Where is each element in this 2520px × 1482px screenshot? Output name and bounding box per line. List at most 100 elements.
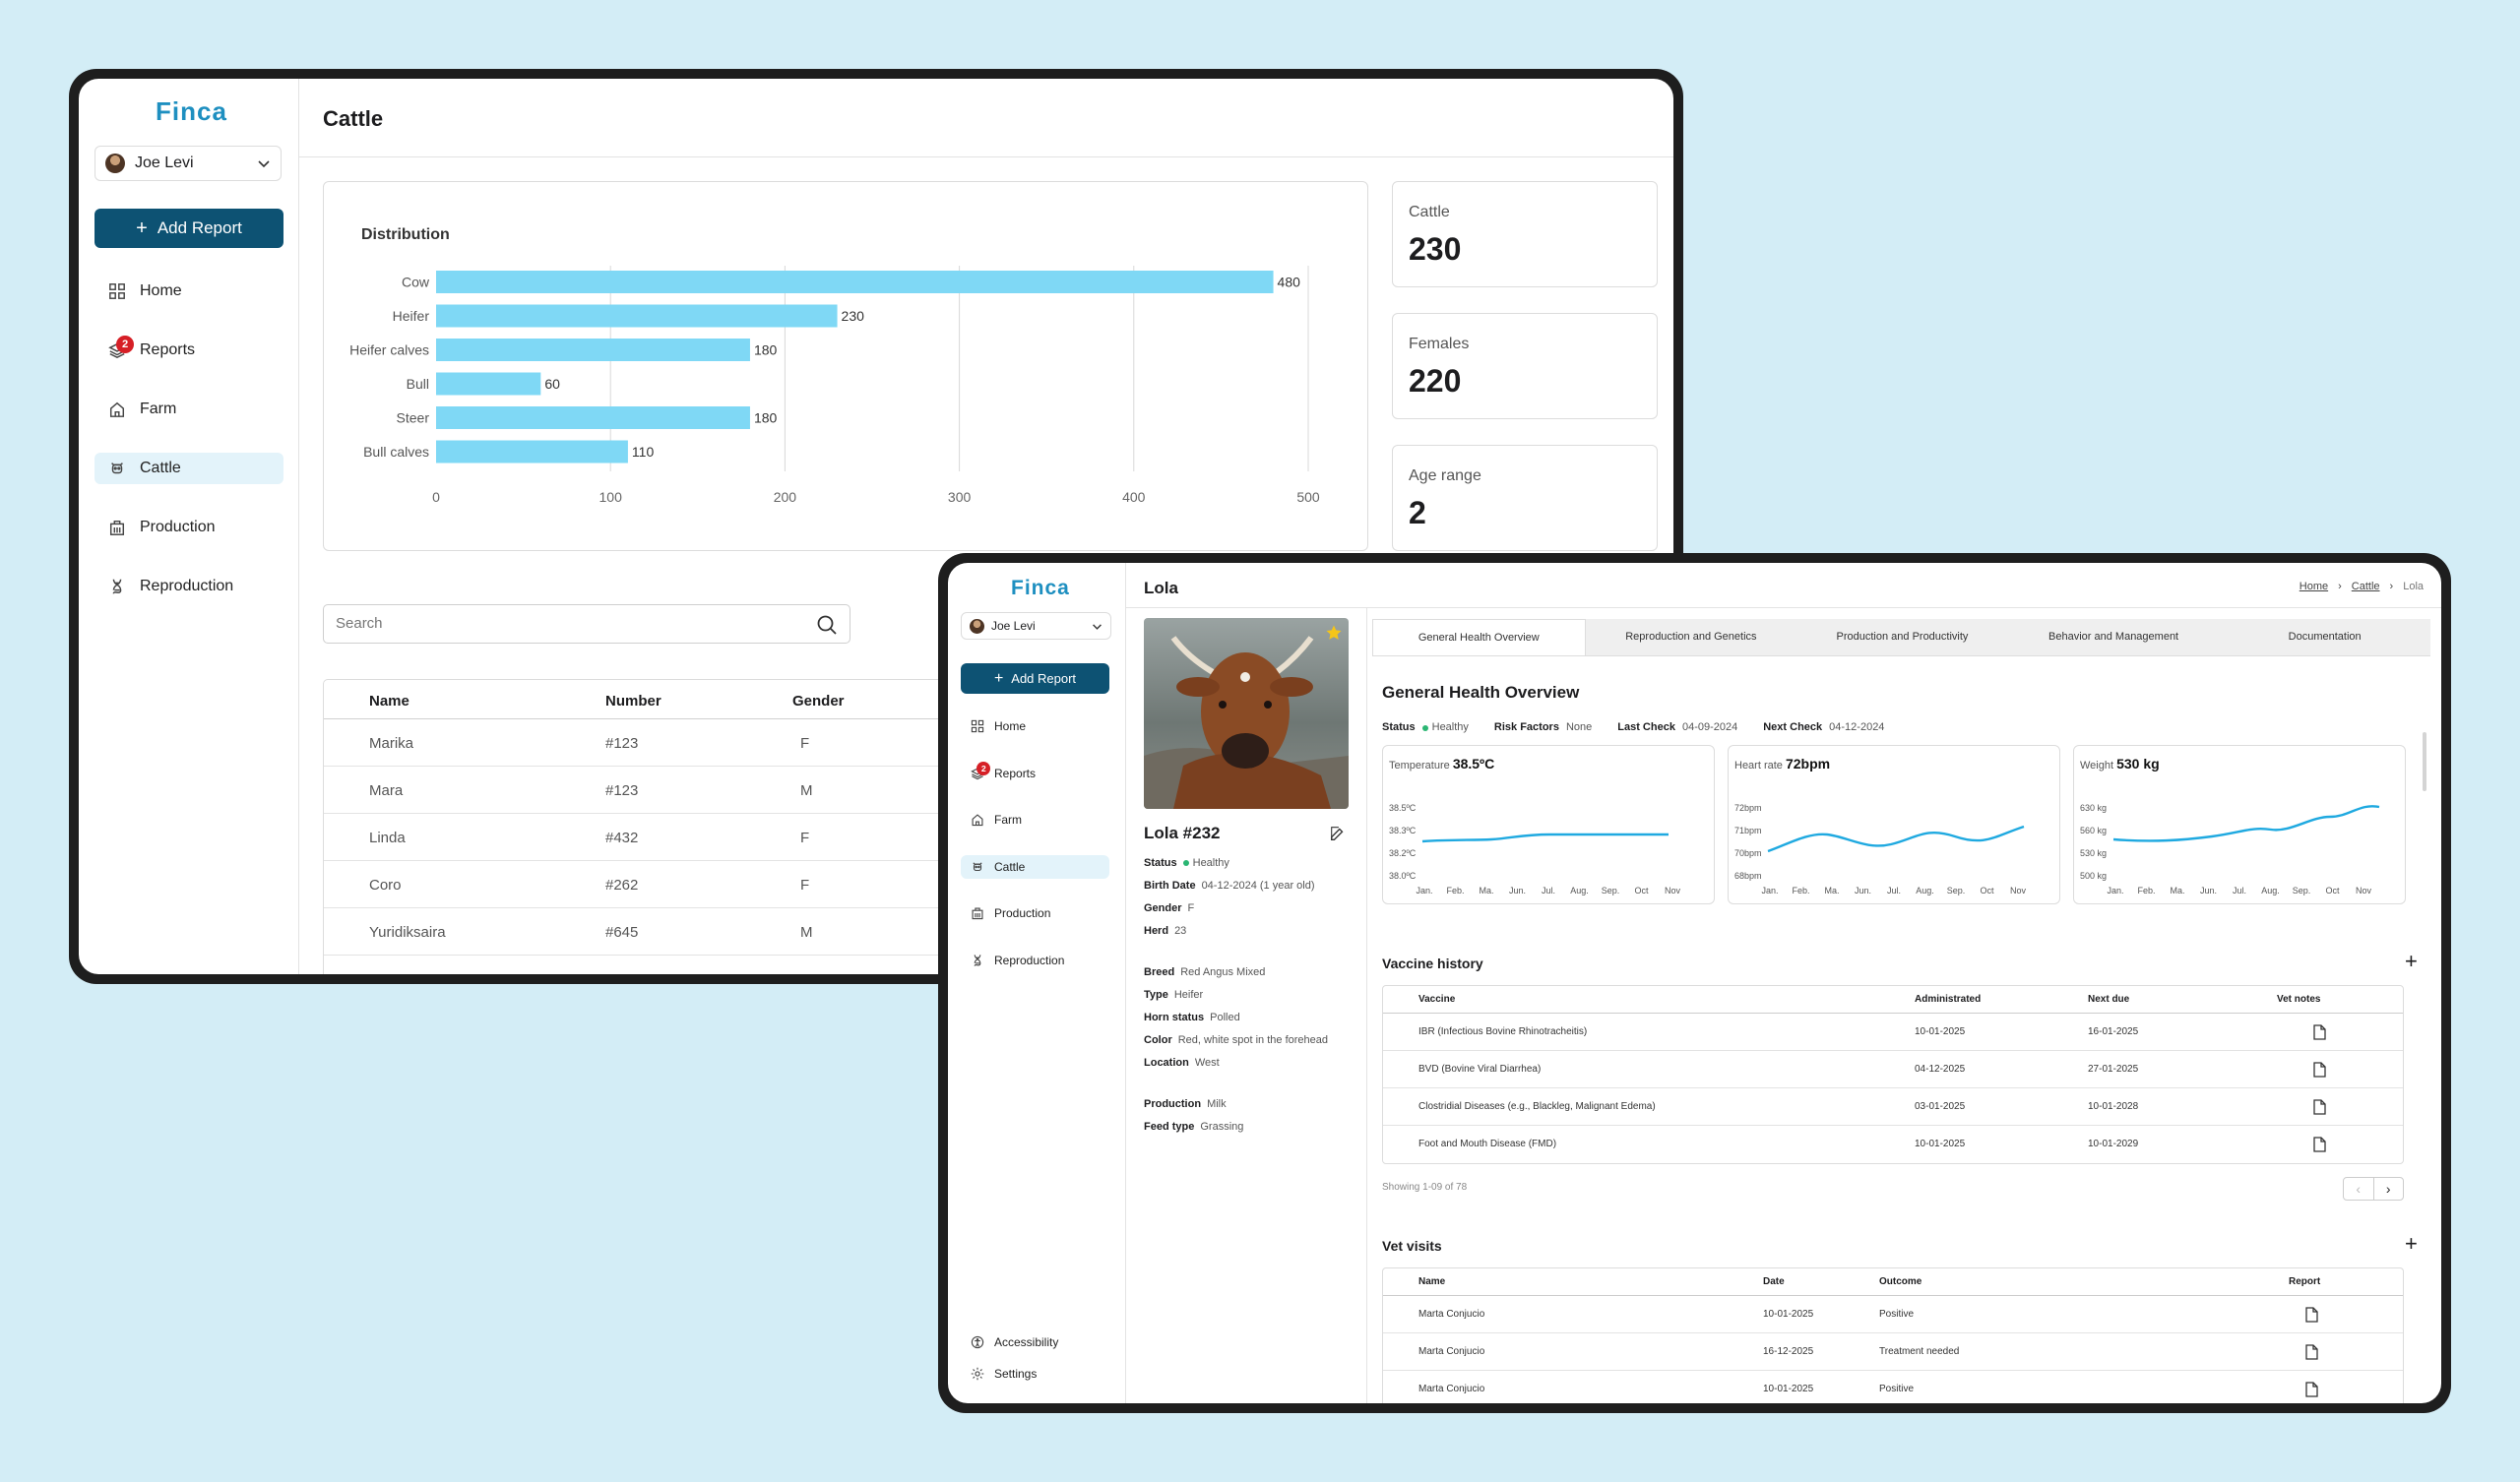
next-check-value: 04-12-2024 <box>1829 721 1885 733</box>
breadcrumb-home[interactable]: Home <box>2299 581 2329 592</box>
table-row[interactable]: Linda #432 F <box>324 814 1208 861</box>
column-header[interactable]: Outcome <box>1879 1276 1922 1287</box>
column-header[interactable]: Administrated <box>1915 994 1982 1005</box>
tab-general[interactable]: General Health Overview <box>1372 619 1586 655</box>
logo: Finca <box>156 96 227 126</box>
metric-chart-heart-rate: Heart rate 72bpm 72bpm 71bpm 70bpm 68bpm Jan.… <box>1728 745 2060 904</box>
add-visit-icon[interactable]: + <box>2405 1231 2418 1256</box>
add-report-button[interactable]: + Add Report <box>94 209 284 248</box>
bar[interactable] <box>436 271 1274 293</box>
user-selector[interactable]: Joe Levi <box>94 146 282 181</box>
vaccine-row[interactable]: BVD (Bovine Viral Diarrhea) 04-12-2025 27-… <box>1383 1051 2403 1088</box>
document-icon[interactable] <box>2312 1137 2326 1152</box>
x-tick-label: Nov <box>2010 886 2027 895</box>
table-row[interactable]: Mara #123 M <box>324 767 1208 814</box>
vaccine-row[interactable]: Foot and Mouth Disease (FMD) 10-01-2025 10… <box>1383 1126 2403 1163</box>
table-row[interactable]: Coro #262 F <box>324 861 1208 908</box>
field-location: Location West <box>1144 1057 1220 1069</box>
tab-reproduction[interactable]: Reproduction and Genetics <box>1625 631 1757 643</box>
nav-label: Reproduction <box>994 953 1065 967</box>
bar[interactable] <box>436 440 628 463</box>
search-input[interactable] <box>336 615 788 632</box>
field-production: Production Milk <box>1144 1098 1227 1110</box>
y-tick-label: 530 kg <box>2080 848 2107 858</box>
x-tick-label: Jun. <box>2200 886 2217 895</box>
document-icon[interactable] <box>2312 1024 2326 1040</box>
table-cell: Marta Conjucio <box>1418 1384 1485 1394</box>
chart-title: Distribution <box>361 226 450 243</box>
bar[interactable] <box>436 406 750 429</box>
column-header[interactable]: Report <box>2289 1276 2321 1287</box>
nav-item-cattle[interactable]: Cattle <box>961 854 1109 879</box>
column-header[interactable]: Gender <box>792 693 845 710</box>
edit-icon[interactable] <box>1329 825 1347 842</box>
nav-item-farm[interactable]: Farm <box>94 394 284 425</box>
x-tick-label: Jul. <box>1542 886 1555 895</box>
scrollbar[interactable] <box>2423 732 2426 791</box>
search-field[interactable] <box>323 604 850 644</box>
column-header[interactable]: Name <box>1418 1276 1446 1287</box>
nav-item-production[interactable]: Production <box>94 512 284 543</box>
tab-production[interactable]: Production and Productivity <box>1836 631 1969 643</box>
risk-value: None <box>1565 721 1593 733</box>
nav-item-cattle[interactable]: Cattle <box>94 453 284 484</box>
nav-item-home[interactable]: Home <box>94 276 284 307</box>
table-row[interactable]: Yuridiksaira #645 M <box>324 908 1208 956</box>
column-header[interactable]: Vaccine <box>1418 994 1456 1005</box>
document-icon[interactable] <box>2312 1099 2326 1115</box>
column-header[interactable]: Next due <box>2088 994 2130 1005</box>
nav-item-reproduction[interactable]: Reproduction <box>961 949 1109 972</box>
bar[interactable] <box>436 372 541 396</box>
visit-row[interactable]: Marta Conjucio 16-12-2025 Treatment needed <box>1383 1333 2403 1371</box>
nav-item-farm[interactable]: Farm <box>961 808 1109 832</box>
column-header[interactable]: Date <box>1763 1276 1785 1287</box>
column-header[interactable]: Name <box>369 693 410 710</box>
next-page-button[interactable]: › <box>2385 1181 2391 1197</box>
nav-item-home[interactable]: Home <box>961 714 1109 738</box>
field-feed-type: Feed type Grassing <box>1144 1121 1244 1133</box>
field-status: Status Healthy <box>1144 857 1229 869</box>
visit-row[interactable]: Marta Conjucio 10-01-2025 Positive <box>1383 1371 2403 1403</box>
column-header[interactable]: Number <box>605 693 662 710</box>
last-check-value: 04-09-2024 <box>1681 721 1738 733</box>
user-selector[interactable]: Joe Levi <box>961 612 1111 640</box>
metric-value: 530 kg <box>2116 756 2160 772</box>
x-tick-label: 300 <box>948 489 972 505</box>
vaccine-row[interactable]: Clostridial Diseases (e.g., Blackleg, Ma… <box>1383 1088 2403 1126</box>
sidebar: Finca Joe Levi + Add Report Home Reports 2 F… <box>79 79 299 974</box>
field-breed: Breed Red Angus Mixed <box>1144 966 1266 978</box>
nav-item-reproduction[interactable]: Reproduction <box>94 571 284 602</box>
document-icon[interactable] <box>2304 1307 2318 1323</box>
nav-item-reports[interactable]: Reports 2 <box>94 335 284 366</box>
nav-item-reports[interactable]: Reports 2 <box>961 761 1109 785</box>
search-icon[interactable] <box>816 614 838 636</box>
add-report-button[interactable]: + Add Report <box>961 663 1109 694</box>
bar[interactable] <box>436 339 750 361</box>
tab-behavior[interactable]: Behavior and Management <box>2048 631 2179 643</box>
breadcrumb-cattle[interactable]: Cattle <box>2351 581 2380 592</box>
tab-documentation[interactable]: Documentation <box>2288 631 2362 643</box>
column-header[interactable]: Vet notes <box>2277 994 2321 1005</box>
visit-row[interactable]: Marta Conjucio 10-01-2025 Positive <box>1383 1296 2403 1333</box>
chevron-down-icon <box>258 160 270 168</box>
bar-value-label: 180 <box>754 410 778 426</box>
nav-item-accessibility[interactable]: Accessibility <box>961 1331 1109 1353</box>
bar[interactable] <box>436 304 838 328</box>
table-cell: Yuridiksaira <box>369 924 446 941</box>
document-icon[interactable] <box>2312 1062 2326 1078</box>
star-icon[interactable] <box>1325 624 1343 642</box>
table-row[interactable]: Marika #123 F <box>324 719 1208 767</box>
nav-item-production[interactable]: Production <box>961 901 1109 925</box>
nav-item-settings[interactable]: Settings <box>961 1363 1109 1385</box>
category-label: Bull calves <box>363 444 429 460</box>
add-vaccine-icon[interactable]: + <box>2405 949 2418 973</box>
vaccine-row[interactable]: IBR (Infectious Bovine Rhinotracheitis) 1… <box>1383 1014 2403 1051</box>
stat-value: 2 <box>1409 495 1426 530</box>
chevron-right-icon: › <box>2338 581 2342 592</box>
document-icon[interactable] <box>2304 1344 2318 1360</box>
prev-page-button[interactable]: ‹ <box>2344 1178 2374 1200</box>
x-tick-label: Nov <box>1665 886 1681 895</box>
document-icon[interactable] <box>2304 1382 2318 1397</box>
nav-label: Farm <box>994 813 1022 827</box>
breadcrumb-current: Lola <box>2403 581 2424 592</box>
